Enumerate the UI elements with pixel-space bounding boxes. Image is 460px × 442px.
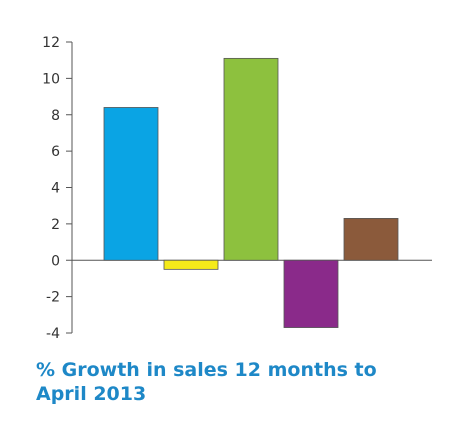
y-tick-label: 6 xyxy=(51,144,60,160)
bars-group xyxy=(103,57,399,328)
y-tick-label: -4 xyxy=(46,326,60,342)
bar-4 xyxy=(283,259,339,328)
chart-title-line-1: % Growth in sales 12 months to xyxy=(36,359,377,381)
bar-3 xyxy=(223,57,279,261)
y-tick-label: 10 xyxy=(42,71,60,87)
chart-title: % Growth in sales 12 months to April 201… xyxy=(36,358,436,406)
y-tick-label: -2 xyxy=(46,290,60,306)
y-tick-label: 0 xyxy=(51,253,60,269)
y-tick-label: 4 xyxy=(51,181,60,197)
y-tick-label: 2 xyxy=(51,217,60,233)
bar-chart: 12 10 8 6 4 2 0 -2 -4 xyxy=(42,35,432,342)
chart-title-line-2: April 2013 xyxy=(36,383,147,405)
bar-1 xyxy=(103,107,159,261)
y-tick-label: 12 xyxy=(42,35,60,51)
y-tick-label: 8 xyxy=(51,108,60,124)
bar-2 xyxy=(163,259,219,270)
y-axis-ticks: 12 10 8 6 4 2 0 -2 -4 xyxy=(42,35,72,342)
bar-5 xyxy=(343,218,399,261)
